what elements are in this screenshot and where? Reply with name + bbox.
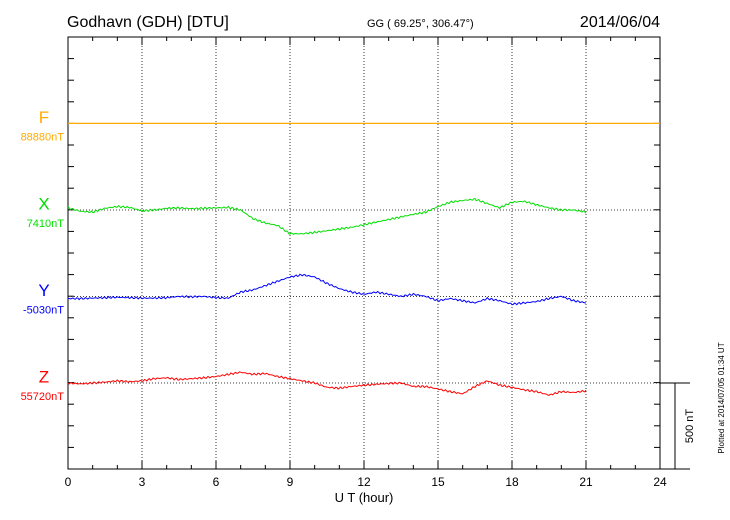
series-z-line xyxy=(67,371,587,396)
x-tick-label: 0 xyxy=(65,475,72,489)
series-x-name: X xyxy=(38,195,49,214)
date-label: 2014/06/04 xyxy=(580,14,660,31)
series-x-baseline: 7410nT xyxy=(27,218,65,230)
x-tick-label: 3 xyxy=(139,475,146,489)
plotted-note: Plotted at 2014/07/05 01:34 UT xyxy=(717,342,726,453)
series-y-line xyxy=(67,273,586,306)
series-f-baseline: 88880nT xyxy=(21,131,65,143)
station-coords: GG ( 69.25°, 306.47°) xyxy=(367,18,474,30)
x-axis-label: U T (hour) xyxy=(335,490,394,505)
series-y-baseline: -5030nT xyxy=(23,304,64,316)
series-layer xyxy=(67,122,660,396)
series-z-name: Z xyxy=(39,368,49,387)
x-tick-label: 15 xyxy=(431,475,445,489)
series-x-line xyxy=(67,198,587,235)
x-tick-label: 6 xyxy=(213,475,220,489)
scale-bar: 500 nT xyxy=(660,382,696,470)
x-tick-label: 18 xyxy=(505,475,519,489)
grid xyxy=(68,37,660,469)
x-tick-label: 12 xyxy=(357,475,371,489)
series-f-name: F xyxy=(39,108,49,127)
x-tick-label: 9 xyxy=(287,475,294,489)
x-tick-label: 21 xyxy=(579,475,593,489)
series-y-name: Y xyxy=(38,281,49,300)
x-tick-label: 24 xyxy=(653,475,667,489)
x-tick-labels: 0 3 6 9 12 15 18 21 24 xyxy=(65,475,667,489)
scale-bar-label: 500 nT xyxy=(684,409,696,444)
series-z-baseline: 55720nT xyxy=(21,391,65,403)
axis-ticks xyxy=(67,37,661,469)
series-labels: F 88880nT X 7410nT Y -5030nT Z 55720nT xyxy=(21,108,65,403)
station-title: Godhavn (GDH) [DTU] xyxy=(67,14,229,31)
